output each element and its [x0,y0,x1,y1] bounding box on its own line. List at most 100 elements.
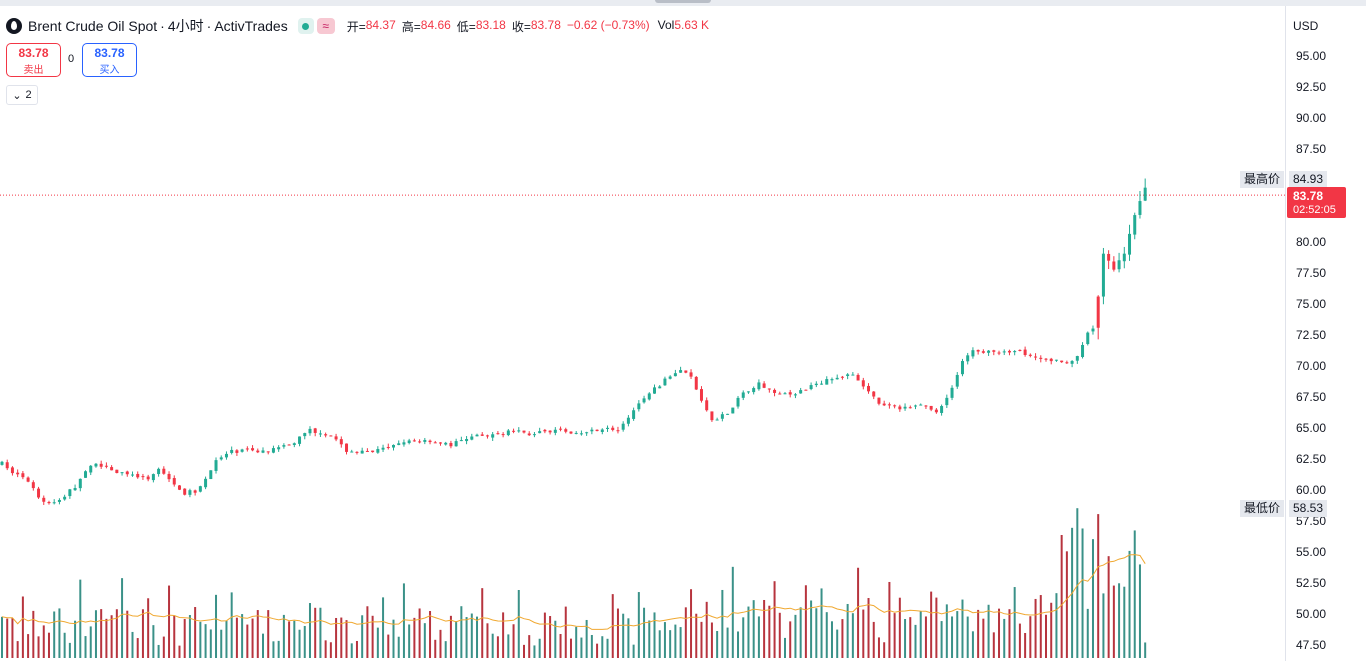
candle-body [214,460,218,471]
candle-body [793,394,797,396]
volume-bar [376,627,379,658]
candle-body [94,463,98,467]
candle-body [699,389,703,401]
buy-button[interactable]: 83.78 买入 [82,43,137,77]
volume-bar [392,619,395,658]
volume-bar [42,625,45,658]
volume-bar [188,615,191,658]
candle-body [762,383,766,388]
volume-bar [815,608,818,658]
candle-body [104,465,108,467]
candle-body [10,467,14,474]
volume-bar [178,645,181,658]
market-status-icon[interactable] [297,18,314,34]
volume-bar [679,627,682,658]
volume-bar [512,624,515,658]
candle-body [277,447,281,450]
volume-bar [293,620,296,658]
candle-body [882,403,886,406]
volume-bar [643,607,646,658]
volume-bar [246,624,249,658]
low-value: 83.18 [475,17,506,32]
volume-bar [131,631,134,658]
volume-bar [909,617,912,658]
volume-bar [606,638,609,658]
candle-body [663,378,667,386]
exchange-label: ActivTrades [214,18,288,34]
interval-label[interactable]: 4小时 [167,18,204,34]
candle-body [564,429,568,432]
candle-body [611,427,615,430]
candle-body [532,434,536,436]
candle-body [0,461,4,465]
volume-bar [402,583,405,658]
volume-bar [397,636,400,658]
volume-bar [126,610,129,658]
price-chart[interactable] [0,6,1285,661]
candle-body [146,476,150,480]
volume-bar [658,630,661,658]
candle-body [830,379,834,381]
price-tick: 70.00 [1296,359,1327,373]
volume-bar [867,598,870,658]
candle-body [590,429,594,432]
candle-body [992,350,996,352]
candle-body [1054,359,1058,361]
price-tick: 75.00 [1296,297,1327,311]
currency-selector[interactable]: USD [1287,12,1357,38]
price-tick: 47.50 [1296,638,1327,652]
candle-body [386,446,390,448]
candle-body [1039,357,1043,359]
volume-bar [105,618,108,658]
volume-bar [585,619,588,658]
volume-bar [314,607,317,658]
wave-icon[interactable]: ≈ [316,18,335,34]
volume-bar [752,600,755,658]
volume-bar [710,622,713,658]
sell-button[interactable]: 83.78 卖出 [6,43,61,77]
volume-bar [1118,583,1121,658]
volume-bar [199,621,202,658]
volume-bar [1112,585,1115,658]
candle-body [1128,233,1132,255]
volume-bar [977,609,980,658]
candle-body [522,430,526,433]
volume-bar [27,634,30,658]
volume-bar [1086,608,1089,658]
volume-bar [335,617,338,658]
volume-bar [455,621,458,658]
volume-bar [168,585,171,658]
ohlc-values: 开= 84.37 高= 84.66 低= 83.18 收= 83.78 −0.62 (−… [347,18,715,35]
volume-bar [507,634,510,658]
volume-moving-average [1,554,1146,630]
candle-body [1028,354,1032,356]
change-value: −0.62 (−0.73%) [566,17,650,32]
volume-bar [251,618,254,658]
volume-bar [225,620,228,658]
price-axis[interactable]: 95.0092.5090.0087.5082.5080.0077.5075.00… [1285,6,1366,661]
volume-bar [282,614,285,658]
volume-bar [53,611,56,658]
candle-body [454,441,458,447]
candle-body [1070,361,1074,364]
indicators-toggle-button[interactable]: ⌄ 2 [6,85,38,105]
volume-bar [324,640,327,658]
volume-bar [241,614,244,658]
close-label: 收= [511,19,531,34]
candle-body [47,501,51,504]
volume-bar [763,599,766,658]
symbol-name[interactable]: Brent Crude Oil Spot [28,18,158,34]
volume-bar [272,641,275,658]
period-high-label: 最高价 [1240,171,1285,188]
candle-body [668,376,672,379]
candle-body [485,435,489,437]
volume-bar [84,636,87,658]
candle-body [251,448,255,451]
drag-handle[interactable] [655,0,711,3]
volume-bar [256,610,259,658]
volume-bar [63,632,66,658]
chart-plot-area[interactable] [0,6,1285,661]
candle-body [219,457,223,460]
candle-body [449,442,453,447]
volume-bar [716,631,719,658]
